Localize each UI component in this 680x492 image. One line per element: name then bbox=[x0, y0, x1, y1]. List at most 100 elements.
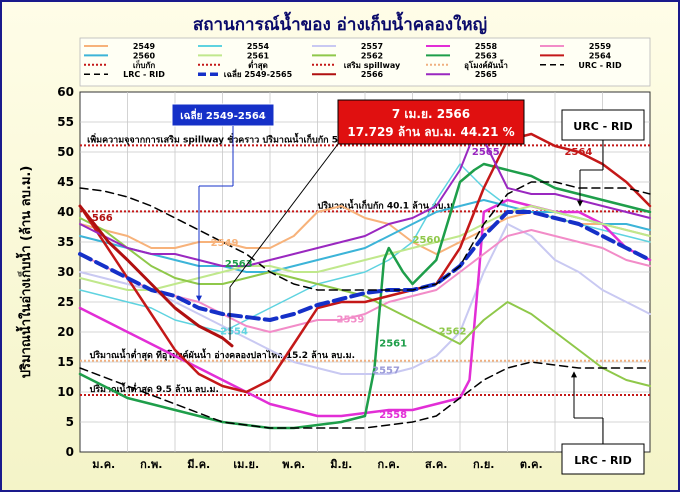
ref-label-spillway: เพิ่มความจุจากการเสริม spillway ชั่วคราว… bbox=[87, 132, 401, 145]
lrc-rid-label: LRC - RID bbox=[574, 454, 631, 467]
current-volume-text: 17.729 ล้าน ลบ.ม. 44.21 % bbox=[347, 125, 514, 139]
y-axis-label: ปริมาณน้ำในอ่างเก็บน้ำ (ล้าน ลบ.ม.) bbox=[15, 166, 34, 379]
legend-entry-อุโมงค์ผันน้ำ: อุโมงค์ผันน้ำ bbox=[426, 59, 508, 71]
x-tick-label: ม.ค. bbox=[92, 458, 115, 471]
y-tick-label: 20 bbox=[57, 325, 74, 339]
legend: 2549 2554 2557 2558 2559 2560 2561 2562 2563 2564… bbox=[84, 42, 622, 79]
ref-label-minimum: ปริมาณน้ำต่ำสุด 9.5 ล้าน ลบ.ม. bbox=[90, 382, 219, 395]
urc-rid-label: URC - RID bbox=[573, 120, 632, 133]
series-label-2561: 2561 bbox=[379, 338, 407, 349]
legend-label: 2557 bbox=[361, 42, 383, 51]
legend-label: 2560 bbox=[133, 51, 156, 60]
y-tick-label: 10 bbox=[57, 385, 74, 399]
lrc-rid-box bbox=[561, 443, 645, 475]
y-tick-label: 45 bbox=[57, 175, 74, 189]
legend-label: 2562 bbox=[361, 51, 383, 60]
legend-label: 2566 bbox=[361, 70, 384, 79]
x-tick-label: พ.ค. bbox=[282, 458, 305, 471]
legend-entry-2563: 2563 bbox=[426, 51, 497, 60]
legend-entry-2558: 2558 bbox=[426, 42, 498, 51]
legend-entry-2561: 2561 bbox=[198, 51, 270, 60]
y-tick-label: 60 bbox=[57, 85, 74, 99]
legend-label: 2549 bbox=[133, 42, 156, 51]
series-line-2565 bbox=[79, 133, 651, 267]
y-tick-label: 0 bbox=[66, 445, 74, 459]
x-tick-label: ก.พ. bbox=[140, 458, 162, 471]
legend-label: เก็บกัก bbox=[133, 59, 156, 70]
legend-label: 2554 bbox=[247, 42, 270, 51]
legend-entry-2549: 2549 bbox=[84, 42, 156, 51]
x-tick-label: มี.ค. bbox=[187, 458, 210, 471]
average-callout-box bbox=[171, 103, 275, 127]
series-label-2554: 2554 bbox=[220, 326, 248, 337]
series-line-2566 bbox=[78, 204, 234, 348]
series-line-2564 bbox=[78, 132, 652, 394]
x-tick-label: ต.ค. bbox=[520, 458, 543, 471]
ref-label-storage: ปริมาณน้ำเก็บกัก 40.1 ล้าน ลบ.ม. bbox=[318, 198, 457, 211]
series-line-2563 bbox=[78, 162, 652, 430]
legend-label: อุโมงค์ผันน้ำ bbox=[464, 59, 508, 71]
legend-label: 2565 bbox=[475, 70, 498, 79]
legend-label: 2558 bbox=[475, 42, 498, 51]
chart-title: สถานการณ์น้ำของ อ่างเก็บน้ำคลองใหญ่ bbox=[193, 11, 487, 35]
series-line-urc---rid bbox=[79, 181, 651, 291]
series-label-2564: 2564 bbox=[565, 147, 593, 158]
y-tick-label: 55 bbox=[57, 115, 74, 129]
legend-entry-เก็บกัก: เก็บกัก bbox=[84, 59, 155, 70]
legend-entry-2559: 2559 bbox=[540, 42, 612, 51]
y-tick-label: 50 bbox=[57, 145, 74, 159]
y-tick-label: 35 bbox=[57, 235, 74, 249]
legend-label: เสริม spillway bbox=[344, 61, 401, 70]
series-label-2565: 2565 bbox=[472, 147, 500, 158]
legend-label: LRC - RID bbox=[123, 70, 165, 79]
x-tick-label: ก.ย. bbox=[473, 458, 494, 471]
reference-lines: เพิ่มความจุจากการเสริม spillway ชั่วคราว… bbox=[80, 132, 650, 396]
series-label-566: 566 bbox=[92, 213, 113, 224]
x-axis: ม.ค. ก.พ. มี.ค. เม.ย. พ.ค. มิ.ย. ก.ค. ส.ค. ก.ย. ต… bbox=[92, 458, 637, 471]
series-label-2559: 2559 bbox=[337, 314, 365, 325]
series-label-2563: 2563 bbox=[225, 259, 253, 270]
legend-entry-เฉลี่ย-2549-2565: เฉลี่ย 2549-2565 bbox=[198, 68, 293, 79]
average-callout-text: เฉลี่ย 2549-2564 bbox=[180, 108, 266, 122]
series-labels: 566 2549 2563 2554 2559 2557 2558 2561 2560 2562 2… bbox=[92, 147, 592, 421]
legend-entry-urc---rid: URC - RID bbox=[540, 61, 622, 70]
legend-entry-2562: 2562 bbox=[312, 51, 383, 60]
series-line-2561 bbox=[79, 205, 651, 291]
current-callout-line bbox=[229, 143, 339, 288]
legend-label: 2563 bbox=[475, 51, 497, 60]
legend-label: ต่ำสุด bbox=[248, 59, 268, 71]
y-axis: 0 5 10 15 20 25 30 35 40 45 50 55 60 bbox=[57, 85, 74, 459]
y-tick-label: 5 bbox=[66, 415, 74, 429]
legend-entry-2566: 2566 bbox=[312, 70, 384, 79]
x-tick-label: ก.ค. bbox=[378, 458, 400, 471]
y-tick-label: 40 bbox=[57, 205, 74, 219]
series-label-2558: 2558 bbox=[379, 410, 407, 421]
y-tick-label: 25 bbox=[57, 295, 74, 309]
x-tick-label: เม.ย. bbox=[233, 458, 259, 471]
series-line-lrc---rid bbox=[79, 361, 651, 429]
legend-label: 2559 bbox=[589, 42, 612, 51]
series-label-2549: 2549 bbox=[211, 238, 239, 249]
series-line-เฉลี่ย-2549-2565 bbox=[78, 210, 652, 322]
series-label-2562: 2562 bbox=[439, 326, 467, 337]
legend-label: URC - RID bbox=[578, 61, 622, 70]
current-date-text: 7 เม.ย. 2566 bbox=[392, 107, 470, 121]
legend-entry-2554: 2554 bbox=[198, 42, 270, 51]
legend-entry-ต่ำสุด: ต่ำสุด bbox=[198, 59, 268, 71]
y-tick-label: 15 bbox=[57, 355, 74, 369]
x-tick-label: มิ.ย. bbox=[330, 458, 352, 471]
series-group bbox=[78, 132, 652, 430]
current-value-box bbox=[337, 99, 525, 145]
legend-entry-2557: 2557 bbox=[312, 42, 383, 51]
series-line-2562 bbox=[79, 217, 651, 387]
legend-label: เฉลี่ย 2549-2565 bbox=[224, 68, 293, 79]
series-line-2557 bbox=[79, 223, 651, 375]
series-line-2559 bbox=[79, 229, 651, 333]
x-tick-label: ส.ค. bbox=[425, 458, 447, 471]
series-label-2557: 2557 bbox=[372, 365, 400, 376]
legend-entry-เสริม-spillway: เสริม spillway bbox=[312, 61, 401, 70]
legend-entry-2560: 2560 bbox=[84, 51, 156, 60]
series-label-2560: 2560 bbox=[413, 235, 441, 246]
